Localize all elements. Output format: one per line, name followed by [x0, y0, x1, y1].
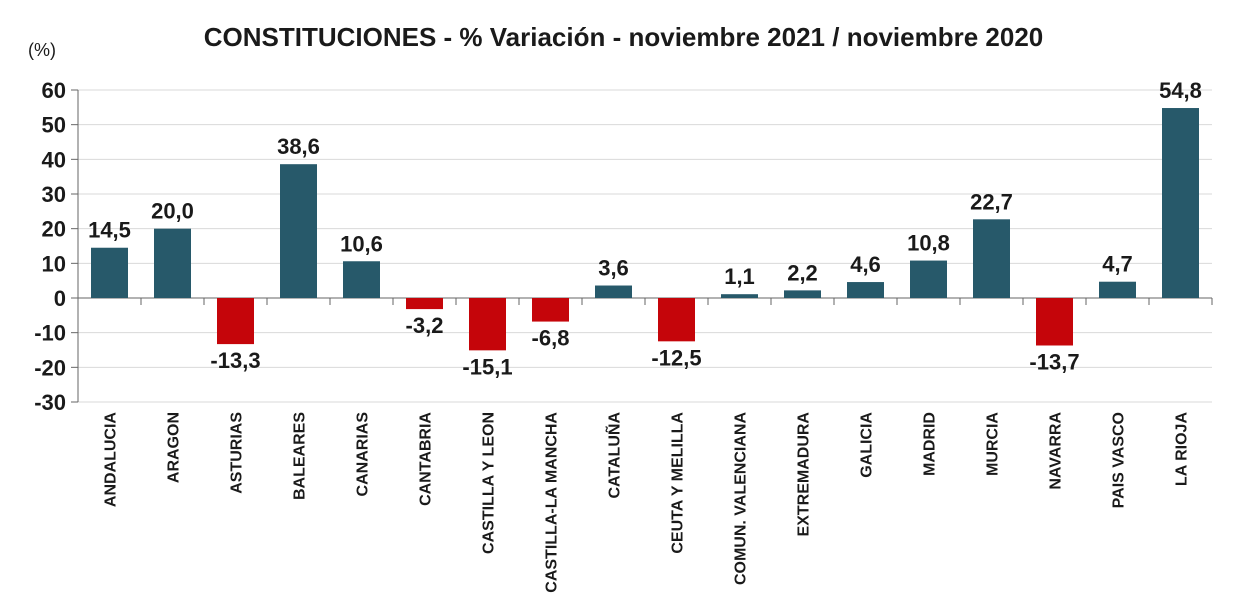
y-tick-label: 10	[42, 251, 66, 276]
category-label: GALICIA	[859, 412, 876, 478]
bar-MURCIA	[973, 219, 1010, 298]
category-label: CASTILLA Y LEON	[481, 412, 498, 554]
value-label: -13,3	[210, 348, 260, 373]
value-label: -12,5	[651, 345, 701, 370]
bar-NAVARRA	[1036, 298, 1073, 346]
y-tick-label: 50	[42, 113, 66, 138]
bar-GALICIA	[847, 282, 884, 298]
y-tick-label: 0	[54, 286, 66, 311]
value-label: 38,6	[277, 134, 320, 159]
value-label: 4,6	[850, 252, 881, 277]
bar-CASTILLA-LA MANCHA	[532, 298, 569, 322]
value-label: 10,8	[907, 231, 950, 256]
bar-CATALUÑA	[595, 285, 632, 298]
value-label: -6,8	[532, 326, 570, 351]
y-tick-label: -30	[34, 390, 66, 415]
bar-CEUTA Y MELILLA	[658, 298, 695, 342]
bar-ASTURIAS	[217, 298, 254, 345]
bar-ANDALUCIA	[91, 247, 128, 298]
category-label: CASTILLA-LA MANCHA	[544, 412, 561, 593]
y-tick-label: -10	[34, 321, 66, 346]
value-label: -15,1	[462, 354, 512, 379]
y-tick-label: -20	[34, 355, 66, 380]
category-label: ARAGON	[166, 412, 183, 483]
bar-CANTABRIA	[406, 298, 443, 310]
bar-LA RIOJA	[1162, 108, 1199, 298]
value-label: -3,2	[406, 313, 444, 338]
value-label: 4,7	[1102, 252, 1133, 277]
category-label: MADRID	[922, 412, 939, 476]
y-tick-label: 30	[42, 182, 66, 207]
category-label: EXTREMADURA	[796, 412, 813, 537]
bar-CANARIAS	[343, 261, 380, 298]
category-label: BALEARES	[292, 412, 309, 500]
category-label: CANARIAS	[355, 412, 372, 497]
bar-COMUN. VALENCIANA	[721, 294, 758, 298]
bar-PAIS VASCO	[1099, 281, 1136, 298]
y-axis-unit-label: (%)	[28, 40, 56, 60]
value-label: 3,6	[598, 256, 629, 281]
category-label: LA RIOJA	[1174, 412, 1191, 487]
value-label: 2,2	[787, 260, 818, 285]
bar-BALEARES	[280, 164, 317, 298]
bar-MADRID	[910, 260, 947, 298]
chart-title: CONSTITUCIONES - % Variación - noviembre…	[203, 22, 1044, 52]
category-label: ASTURIAS	[229, 412, 246, 494]
category-label: ANDALUCIA	[103, 412, 120, 508]
category-label: COMUN. VALENCIANA	[733, 412, 750, 585]
value-label: -13,7	[1029, 349, 1079, 374]
value-label: 54,8	[1159, 78, 1202, 103]
category-label: PAIS VASCO	[1111, 412, 1128, 508]
value-label: 22,7	[970, 189, 1013, 214]
bar-EXTREMADURA	[784, 290, 821, 298]
category-label: CATALUÑA	[604, 412, 624, 499]
category-label: MURCIA	[985, 412, 1002, 476]
bar-ARAGON	[154, 228, 191, 298]
category-label: NAVARRA	[1048, 412, 1065, 490]
category-label: CEUTA Y MELILLA	[670, 412, 687, 554]
category-label: CANTABRIA	[418, 412, 435, 506]
y-tick-label: 40	[42, 147, 66, 172]
value-label: 10,6	[340, 231, 383, 256]
y-tick-label: 20	[42, 217, 66, 242]
bar-CASTILLA Y LEON	[469, 298, 506, 351]
value-label: 14,5	[88, 218, 131, 243]
y-tick-label: 60	[42, 78, 66, 103]
value-label: 1,1	[724, 264, 755, 289]
value-label: 20,0	[151, 199, 194, 224]
